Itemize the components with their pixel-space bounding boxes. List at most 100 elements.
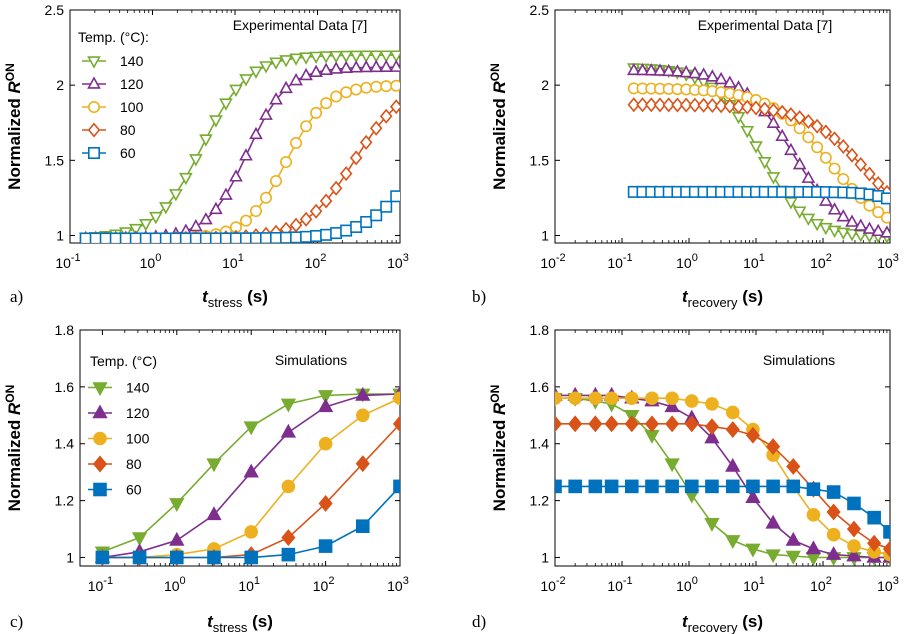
panel-d: 10-2 10-1 100 101 102 103 1 1.2 1.4 1.6 1.8 Normali…: [472, 322, 899, 634]
panel-c: 10-1 100 101 102 103 1 1.2 1.4 1.6 1.8 Normalized …: [3, 322, 409, 634]
x-tick-label: 102: [810, 252, 832, 271]
data-point-120: [289, 72, 303, 86]
data-point-60: [806, 482, 821, 497]
data-point-60: [129, 232, 142, 243]
data-point-60: [350, 220, 363, 233]
data-point-80: [349, 150, 363, 166]
data-point-80: [309, 203, 323, 219]
data-point-120: [880, 225, 890, 238]
data-point-140: [810, 218, 824, 232]
data-point-80: [281, 529, 296, 547]
data-point-80: [766, 438, 781, 456]
data-point-60: [229, 232, 242, 243]
y-tick-label: 1: [541, 227, 549, 243]
legend-marker-140: [87, 56, 101, 69]
x-tick-label: 103: [387, 575, 409, 594]
data-point-120: [269, 92, 283, 105]
data-point-60: [149, 232, 162, 243]
plot-area: [69, 9, 401, 244]
legend-marker-80: [87, 122, 101, 138]
data-point-120: [745, 489, 761, 504]
x-tick-label: 100: [140, 252, 162, 271]
data-point-120: [765, 514, 781, 529]
data-point-100: [847, 539, 861, 553]
data-point-140: [317, 390, 334, 404]
data-point-100: [360, 81, 373, 94]
panel-b: 10-2 10-1 100 101 102 103 1 1.5 2 2.5 Normalized R…: [472, 2, 899, 310]
series-group: [78, 50, 400, 243]
data-point-120: [670, 64, 685, 77]
data-point-80: [665, 415, 680, 433]
data-point-120: [862, 221, 877, 234]
y-tick-label: 2: [56, 77, 64, 93]
legend-marker-80: [92, 455, 108, 473]
data-point-60: [883, 525, 890, 539]
legend-entry-140: 140: [120, 53, 144, 69]
legend-entry-60: 60: [126, 482, 142, 498]
legend: Temp. (°C): 140 120 100 80 60: [78, 29, 149, 161]
plot-area: [554, 329, 891, 567]
data-point-140: [369, 50, 384, 63]
data-point-100: [645, 391, 659, 406]
data-point-120: [199, 212, 213, 225]
data-point-60: [370, 209, 383, 222]
data-point-80: [867, 534, 882, 552]
data-point-80: [339, 166, 353, 182]
legend-marker-120: [87, 76, 101, 89]
data-point-80: [588, 415, 603, 433]
data-point-80: [758, 101, 771, 117]
data-point-140: [199, 134, 213, 147]
legend-marker-100: [93, 431, 107, 446]
data-point-60: [320, 228, 333, 241]
data-point-80: [653, 97, 667, 113]
data-point-100: [588, 391, 603, 406]
x-tick-label: 102: [313, 575, 335, 594]
data-point-60: [239, 232, 252, 243]
data-point-60: [393, 479, 400, 494]
legend-marker-60: [88, 147, 101, 160]
data-point-80: [810, 118, 824, 134]
data-point-120: [239, 148, 253, 161]
legend-entry-120: 120: [120, 76, 144, 92]
data-point-60: [705, 479, 719, 494]
data-point-60: [119, 232, 132, 243]
data-point-140: [259, 61, 273, 74]
data-point-140: [757, 157, 772, 170]
data-point-120: [169, 531, 185, 546]
data-point-140: [740, 125, 755, 139]
data-point-120: [846, 547, 862, 562]
data-point-100: [260, 191, 273, 204]
y-tick-label: 1: [541, 549, 549, 565]
data-point-60: [390, 190, 400, 203]
data-point-120: [219, 187, 233, 200]
x-tick-label: 101: [743, 575, 765, 594]
legend-marker-140: [92, 382, 108, 397]
data-point-120: [279, 80, 293, 94]
data-point-100: [819, 151, 832, 164]
data-point-100: [380, 80, 393, 93]
data-point-100: [350, 83, 363, 96]
data-point-100: [280, 156, 293, 169]
data-point-120: [705, 69, 720, 82]
data-point-140: [169, 189, 183, 202]
data-point-80: [882, 540, 890, 558]
data-point-80: [863, 166, 876, 182]
panel-a: 10-1 100 101 102 103 1 1.5 2 2.5 Normalized RON ts…: [3, 2, 409, 310]
legend-entry-140: 140: [126, 380, 150, 396]
x-tick-label: 100: [164, 575, 186, 594]
data-point-100: [684, 394, 699, 408]
data-point-60: [355, 519, 370, 533]
data-point-80: [704, 418, 719, 436]
data-point-120: [249, 126, 263, 140]
x-axis-label: trecovery (s): [682, 612, 763, 634]
data-point-140: [289, 53, 303, 66]
data-point-140: [319, 51, 333, 64]
data-point-60: [260, 232, 273, 243]
data-point-140: [749, 141, 763, 154]
data-point-80: [828, 131, 841, 147]
data-point-140: [845, 229, 859, 242]
data-point-60: [169, 232, 182, 243]
data-point-80: [741, 99, 754, 115]
y-tick-label: 1.2: [530, 493, 550, 509]
x-axis-label: tstress (s): [202, 287, 268, 310]
